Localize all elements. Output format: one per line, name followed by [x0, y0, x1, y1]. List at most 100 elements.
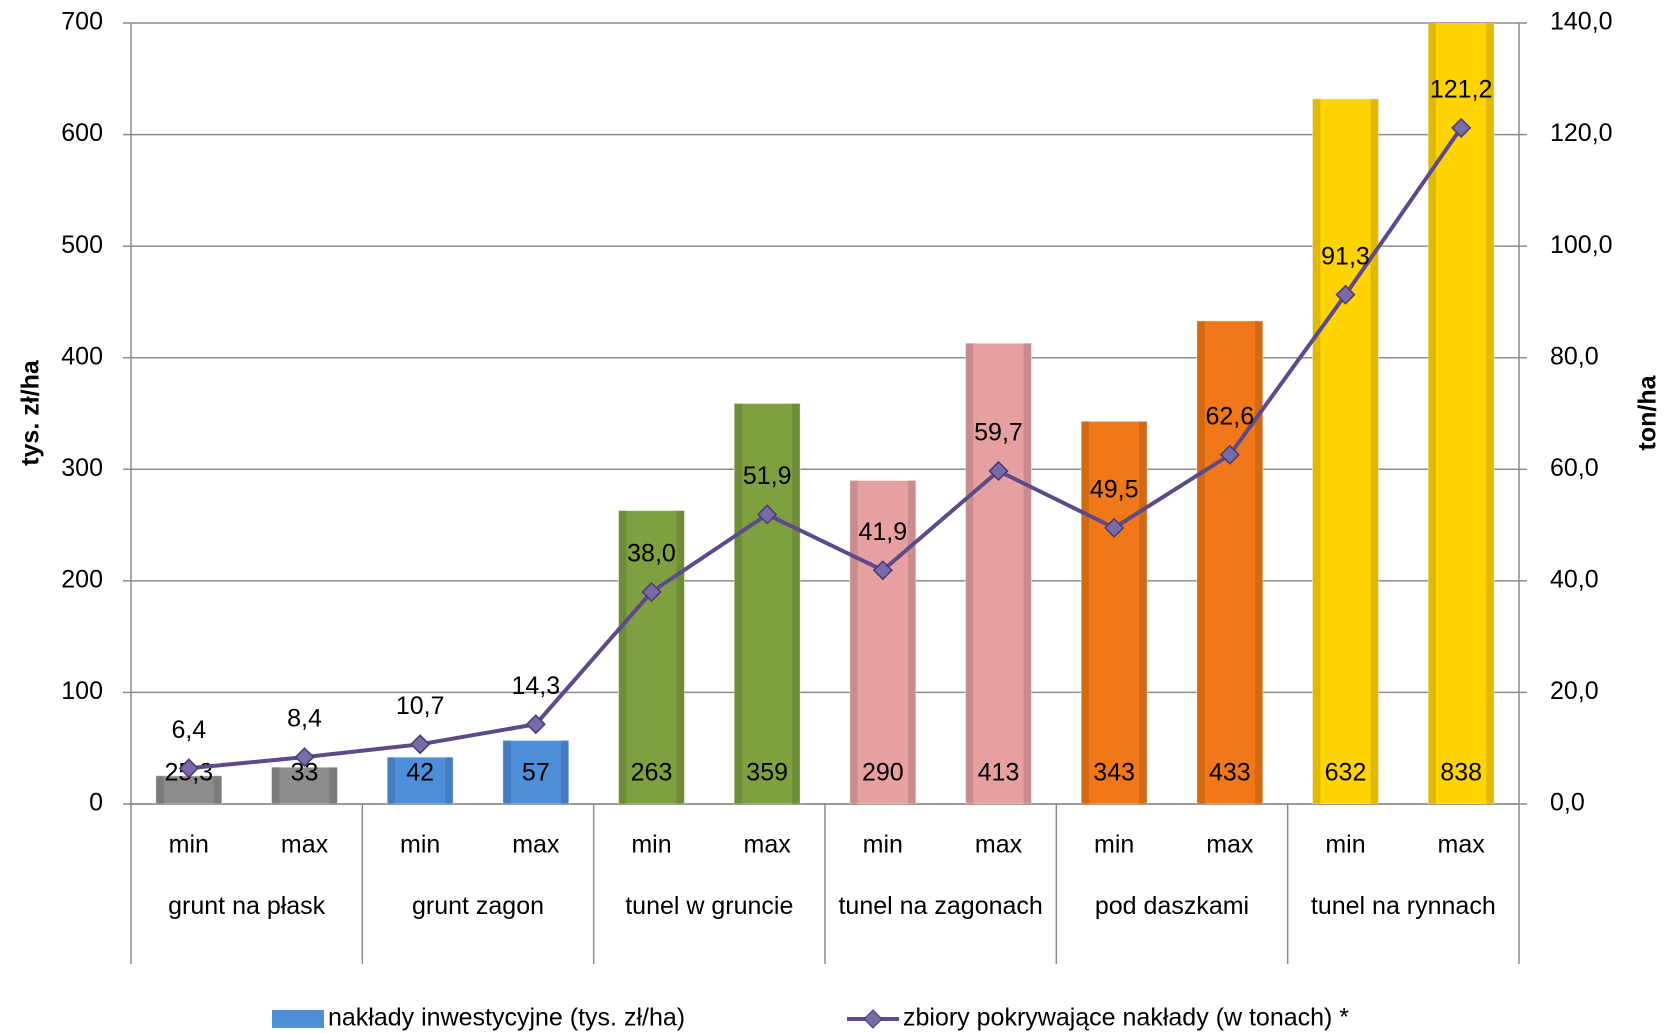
bar-shade-left: [618, 510, 627, 804]
bar-shade-right: [1254, 320, 1263, 804]
y2-tick-label: 80,0: [1550, 342, 1599, 370]
bar-shade-left: [1312, 98, 1321, 804]
bar-value-label: 632: [1325, 759, 1367, 787]
bar-value-label: 838: [1440, 759, 1482, 787]
x-tick-label: min: [400, 831, 440, 859]
bar: [1196, 320, 1264, 804]
line-marker: [757, 504, 778, 525]
bar-shade-left: [502, 740, 511, 804]
line-value-label: 62,6: [1205, 402, 1254, 430]
plot-area: [155, 23, 1495, 804]
line-marker: [525, 714, 546, 735]
bar-shade-left: [1196, 320, 1205, 804]
bar-shade-right: [445, 757, 454, 804]
bar-shade-left: [849, 480, 858, 804]
line-value-label: 10,7: [396, 692, 445, 720]
y-tick-label: 500: [61, 231, 103, 259]
bar-shade-right: [676, 510, 685, 804]
legend-label: nakłady inwestycyjne (tys. zł/ha): [328, 1004, 685, 1032]
bar-shade-right: [907, 480, 916, 804]
y-tick-label: 100: [61, 677, 103, 705]
bar-shade-left: [387, 757, 396, 804]
bar-shade-right: [1486, 23, 1495, 804]
legend-marker: [863, 1009, 883, 1029]
bar: [271, 766, 338, 804]
y2-tick-label: 60,0: [1550, 454, 1599, 482]
bar-shade-right: [1370, 98, 1379, 804]
x-tick-label: min: [1094, 831, 1134, 859]
x-tick-label: max: [744, 831, 792, 859]
y-tick-label: 300: [61, 454, 103, 482]
y-tick-label: 400: [61, 342, 103, 370]
bar-value-label: 57: [522, 759, 550, 787]
bar-shade-right: [1139, 421, 1148, 804]
line-marker: [872, 560, 893, 581]
bar: [502, 739, 570, 804]
y2-tick-label: 100,0: [1550, 231, 1613, 259]
line-value-label: 38,0: [627, 540, 676, 568]
bar: [965, 342, 1032, 804]
line-marker: [294, 747, 315, 768]
line-value-label: 41,9: [858, 518, 907, 546]
bar: [1312, 98, 1379, 804]
bar-value-label: 42: [406, 759, 434, 787]
line-marker: [641, 581, 662, 603]
y-tick-label: 700: [61, 8, 103, 36]
x-tick-label: min: [863, 831, 903, 859]
y-axis-label: tys. zł/ha: [17, 359, 45, 466]
group-label: tunel na zagonach: [838, 892, 1043, 920]
bar-shade-left: [734, 403, 743, 804]
line-marker: [410, 734, 431, 755]
line-value-label: 121,2: [1430, 75, 1493, 103]
bar-shade-right: [329, 767, 338, 804]
bar-value-label: 359: [746, 759, 788, 787]
y2-tick-label: 120,0: [1550, 119, 1613, 147]
bar-value-label: 413: [978, 759, 1020, 787]
legend-label: zbiory pokrywające nakłady (w tonach) *: [903, 1004, 1349, 1032]
bar-shade-left: [1081, 421, 1090, 804]
line-value-label: 91,3: [1321, 242, 1370, 270]
x-tick-label: max: [281, 831, 329, 859]
y-tick-label: 0: [89, 789, 103, 817]
legend-swatch: [272, 1010, 324, 1028]
group-label: pod daszkami: [1094, 892, 1250, 920]
x-tick-label: min: [169, 831, 209, 859]
x-tick-label: max: [1206, 831, 1254, 859]
bar-shade-right: [560, 740, 569, 804]
x-tick-label: min: [631, 831, 671, 859]
bar-value-label: 263: [631, 759, 673, 787]
bar-value-label: 433: [1209, 759, 1251, 787]
bar-value-label: 290: [862, 759, 904, 787]
line-marker: [1335, 284, 1356, 305]
line: [188, 126, 1463, 771]
line-value-label: 8,4: [287, 705, 322, 733]
y2-tick-label: 0,0: [1550, 789, 1585, 817]
line-marker: [178, 758, 199, 779]
x-tick-label: min: [1325, 831, 1365, 859]
line-marker: [1104, 517, 1125, 538]
bar-shade-left: [155, 775, 164, 804]
bar-shade-left: [271, 767, 280, 804]
x-tick-label: max: [975, 831, 1023, 859]
bar-shade-right: [792, 403, 801, 804]
bar-shade-right: [213, 775, 222, 804]
x-tick-label: max: [512, 831, 560, 859]
bar-shade-left: [1428, 23, 1437, 804]
y2-tick-label: 40,0: [1550, 565, 1599, 593]
group-label: grunt na płask: [168, 892, 326, 920]
bar: [618, 510, 685, 804]
bar-value-label: 343: [1093, 759, 1135, 787]
group-label: tunel w gruncie: [625, 892, 794, 920]
group-label: grunt zagon: [411, 892, 545, 920]
bar-shade-right: [1023, 343, 1032, 804]
bar: [1427, 23, 1495, 804]
bar: [1080, 420, 1148, 804]
line-value-label: 49,5: [1090, 475, 1139, 503]
bar-shade-left: [965, 343, 974, 804]
bar: [849, 479, 917, 804]
line-value-label: 51,9: [743, 462, 792, 490]
line-value-label: 59,7: [974, 419, 1023, 447]
y-tick-label: 200: [61, 565, 103, 593]
